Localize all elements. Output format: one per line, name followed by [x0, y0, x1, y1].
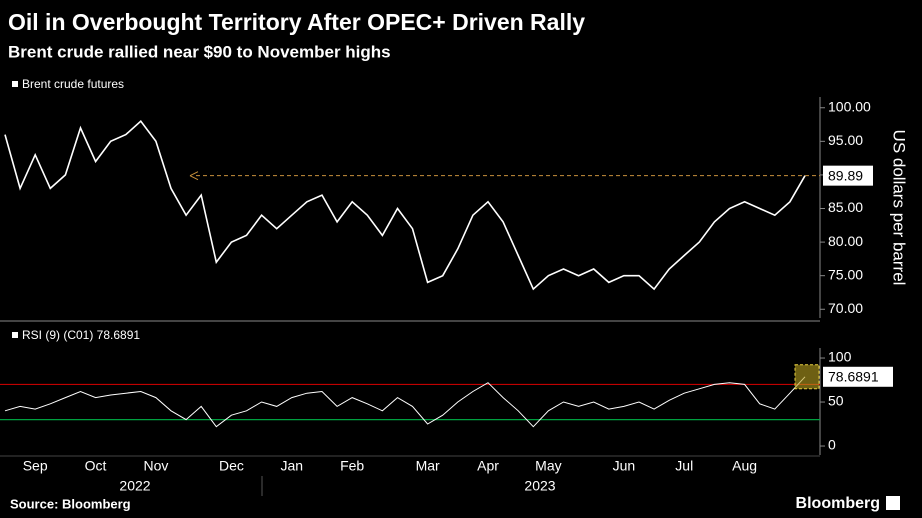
legend-label: RSI (9) (C01) 78.6891 — [22, 328, 140, 342]
y-tick-label: 0 — [828, 437, 836, 453]
x-tick-label: Aug — [732, 458, 757, 474]
brand-icon — [886, 496, 900, 510]
x-tick-label: Dec — [219, 458, 244, 474]
y-tick-label: 70.00 — [828, 300, 863, 316]
x-tick-label: Oct — [85, 458, 107, 474]
x-group-label: 2023 — [524, 478, 555, 494]
y-axis-label: US dollars per barrel — [890, 130, 909, 286]
y-tick-label: 100 — [828, 349, 852, 365]
highlight — [794, 364, 820, 390]
last-value-label: 89.89 — [828, 167, 863, 183]
line-series — [4, 120, 806, 291]
source: Source: Bloomberg — [10, 496, 131, 511]
last-value-label: 78.6891 — [828, 368, 879, 384]
brand: Bloomberg — [796, 495, 880, 512]
x-tick-label: Nov — [143, 458, 168, 474]
x-tick-label: Jun — [613, 458, 636, 474]
y-tick-label: 85.00 — [828, 199, 863, 215]
y-tick-label: 50 — [828, 393, 844, 409]
x-tick-label: Jul — [675, 458, 693, 474]
legend-swatch — [12, 332, 18, 338]
x-tick-label: May — [535, 458, 561, 474]
x-tick-label: Feb — [340, 458, 364, 474]
legend-swatch — [12, 81, 18, 87]
x-tick-label: Apr — [477, 458, 499, 474]
chart-title: Oil in Overbought Territory After OPEC+ … — [8, 9, 585, 35]
legend-label: Brent crude futures — [22, 77, 124, 91]
line-series — [4, 376, 806, 428]
x-tick-label: Mar — [416, 458, 440, 474]
x-tick-label: Sep — [23, 458, 48, 474]
last-value-box — [823, 366, 893, 387]
x-group-label: 2022 — [119, 478, 150, 494]
y-tick-label: 95.00 — [828, 132, 863, 148]
x-tick-label: Jan — [281, 458, 304, 474]
y-tick-label: 100.00 — [828, 98, 871, 114]
arrow-head — [189, 171, 199, 181]
y-tick-label: 75.00 — [828, 266, 863, 282]
chart-subtitle: Brent crude rallied near $90 to November… — [8, 42, 391, 61]
last-value-box — [823, 165, 873, 186]
y-tick-label: 80.00 — [828, 233, 863, 249]
